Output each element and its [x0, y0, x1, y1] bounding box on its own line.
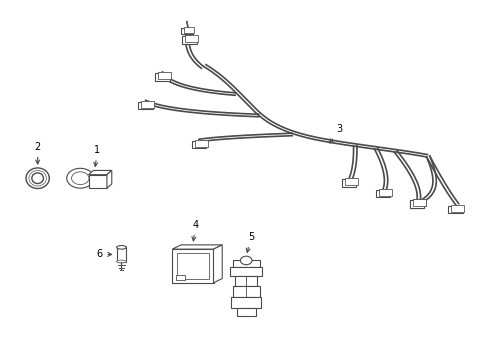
- Bar: [184, 27, 195, 32]
- Text: 2: 2: [34, 141, 41, 164]
- Bar: [138, 102, 153, 109]
- Text: 1: 1: [94, 145, 100, 166]
- Bar: [155, 73, 170, 81]
- Circle shape: [241, 256, 252, 265]
- Bar: [233, 286, 260, 297]
- Bar: [195, 140, 208, 147]
- Bar: [379, 189, 392, 195]
- Bar: [182, 36, 196, 44]
- Bar: [413, 199, 426, 206]
- Text: 5: 5: [246, 232, 254, 252]
- Bar: [345, 178, 358, 185]
- Bar: [448, 206, 463, 213]
- Bar: [158, 72, 172, 79]
- Bar: [177, 253, 209, 279]
- Bar: [237, 307, 256, 316]
- Bar: [141, 101, 154, 108]
- Ellipse shape: [117, 246, 126, 249]
- Bar: [89, 175, 107, 188]
- Ellipse shape: [117, 260, 126, 263]
- Circle shape: [72, 172, 89, 185]
- Text: 6: 6: [97, 249, 112, 260]
- Polygon shape: [107, 170, 112, 188]
- Bar: [410, 200, 424, 208]
- Bar: [413, 199, 426, 206]
- Bar: [233, 260, 260, 267]
- Text: 3: 3: [330, 124, 343, 143]
- Text: 4: 4: [192, 220, 198, 241]
- Bar: [230, 267, 262, 276]
- Ellipse shape: [32, 173, 44, 184]
- Bar: [117, 247, 126, 261]
- Polygon shape: [214, 245, 222, 283]
- Bar: [181, 28, 193, 34]
- Bar: [342, 179, 356, 187]
- Bar: [231, 297, 261, 307]
- Polygon shape: [172, 245, 222, 249]
- Polygon shape: [89, 170, 112, 175]
- Bar: [172, 249, 214, 283]
- Bar: [185, 35, 198, 42]
- Bar: [235, 276, 257, 286]
- Bar: [451, 204, 465, 212]
- Bar: [176, 275, 185, 280]
- Bar: [192, 141, 206, 148]
- Bar: [410, 200, 424, 208]
- Ellipse shape: [29, 170, 47, 186]
- Ellipse shape: [26, 168, 49, 189]
- Circle shape: [67, 168, 94, 188]
- Bar: [376, 190, 391, 197]
